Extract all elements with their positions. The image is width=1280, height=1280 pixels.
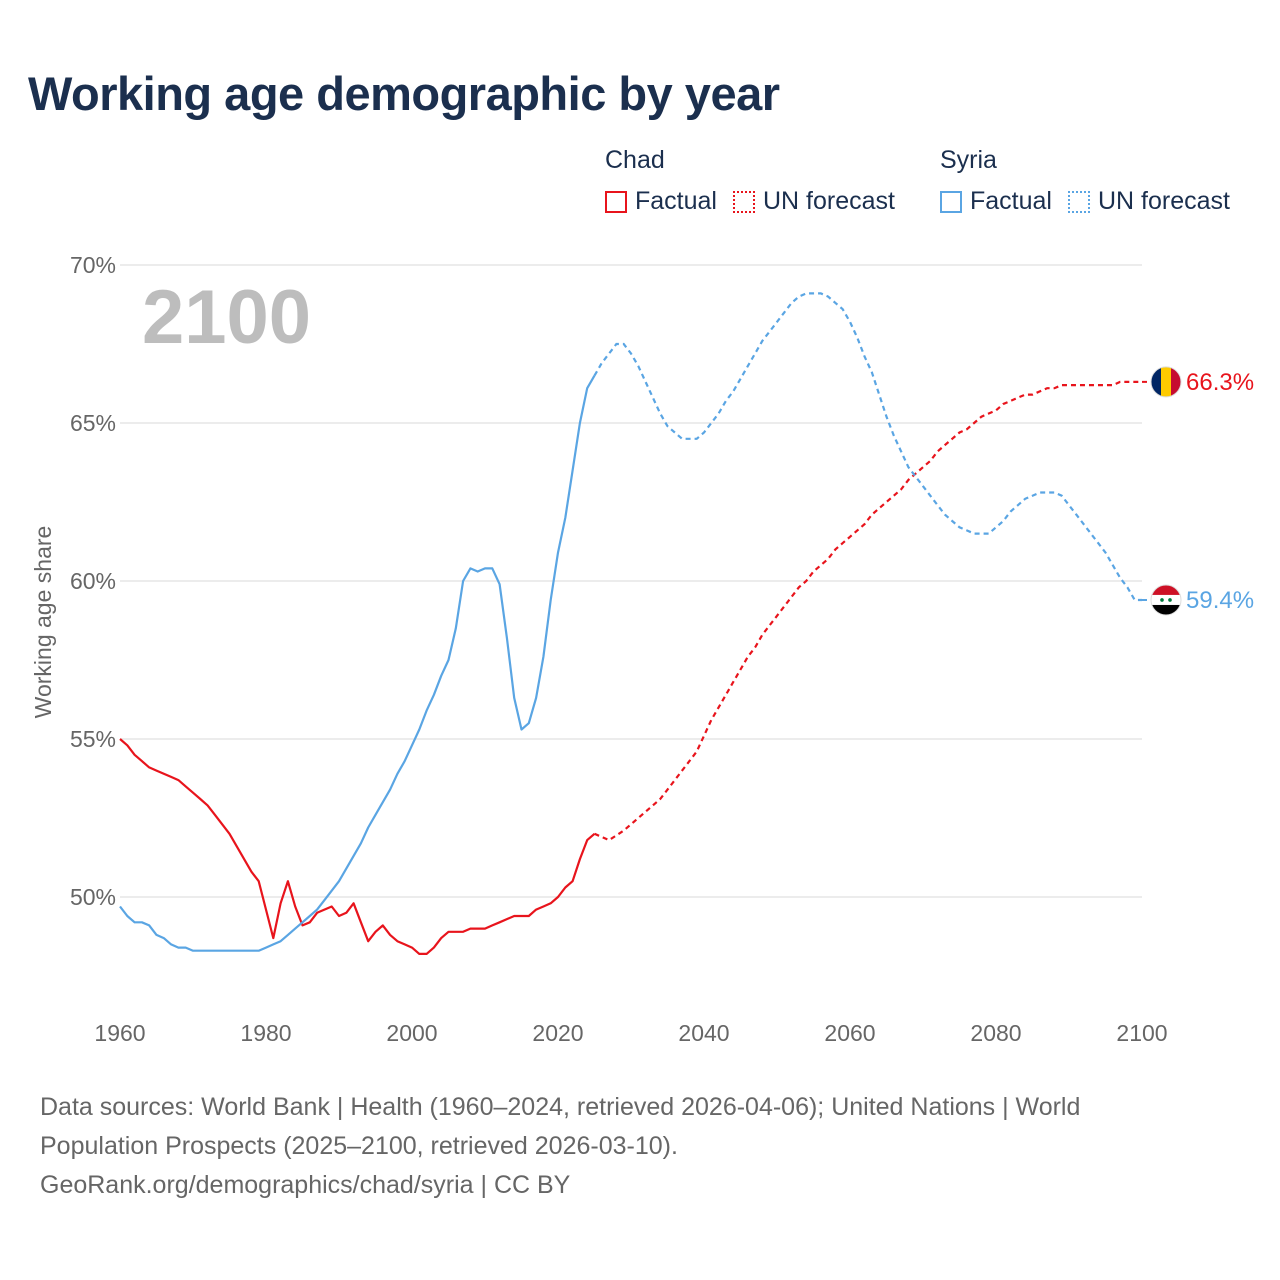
x-tick-label: 2000	[386, 1020, 437, 1046]
y-axis-ticks: 50% 55% 60% 65% 70%	[70, 252, 116, 910]
data-sources: Data sources: World Bank | Health (1960–…	[40, 1093, 1081, 1160]
y-axis-title: Working age share	[30, 526, 56, 719]
syria-forecast-line	[593, 292, 1142, 602]
footer: Data sources: World Bank | Health (1960–…	[40, 1088, 1190, 1205]
y-tick-label: 65%	[70, 410, 116, 436]
legend-syria-factual[interactable]: Factual	[940, 187, 1052, 216]
x-tick-label: 2060	[824, 1020, 875, 1046]
x-tick-label: 1960	[94, 1020, 145, 1046]
y-tick-label: 50%	[70, 884, 116, 910]
legend-chad-factual-label: Factual	[635, 187, 717, 215]
x-tick-label: 2020	[532, 1020, 583, 1046]
y-tick-label: 60%	[70, 568, 116, 594]
current-year-label: 2100	[142, 275, 311, 360]
x-tick-label: 2080	[970, 1020, 1021, 1046]
legend-chad-factual-swatch	[605, 190, 627, 213]
legend-chad-factual[interactable]: Factual	[605, 187, 717, 216]
legend-syria-factual-label: Factual	[970, 187, 1052, 215]
legend-syria: Syria Factual UN forecast	[940, 146, 1246, 216]
legend-chad-forecast-label: UN forecast	[762, 187, 895, 215]
legend-syria-factual-swatch	[940, 190, 962, 213]
legend-syria-forecast[interactable]: UN forecast	[1067, 187, 1230, 216]
line-chart: 50% 55% 60% 65% 70% 1960 1980 2000 2020 2040 2060…	[30, 252, 1254, 1046]
legend-syria-forecast-label: UN forecast	[1097, 187, 1230, 215]
chart-title: Working age demographic by year	[28, 67, 780, 120]
attribution: GeoRank.org/demographics/chad/syria | CC…	[40, 1171, 571, 1199]
legend-chad-label: Chad	[605, 146, 665, 174]
chad-forecast-line	[594, 380, 1142, 842]
syria-factual-line	[119, 375, 596, 952]
x-tick-label: 2100	[1116, 1020, 1167, 1046]
x-tick-label: 1980	[240, 1020, 291, 1046]
series-lines	[119, 292, 1142, 955]
chad-end-value-label: 66.3%	[1186, 369, 1254, 396]
syria-flag-icon	[1150, 584, 1182, 616]
legend-syria-forecast-swatch	[1067, 190, 1090, 213]
chad-flag-icon	[1150, 366, 1182, 398]
chad-factual-line	[119, 738, 596, 955]
y-tick-label: 70%	[70, 252, 116, 278]
legend-chad: Chad Factual UN forecast	[605, 146, 911, 216]
x-axis-ticks: 1960 1980 2000 2020 2040 2060 2080 2100	[94, 1020, 1167, 1046]
legend-chad-forecast[interactable]: UN forecast	[732, 187, 895, 216]
gridlines	[120, 264, 1142, 898]
y-tick-label: 55%	[70, 726, 116, 752]
x-tick-label: 2040	[678, 1020, 729, 1046]
syria-end-value-label: 59.4%	[1186, 587, 1254, 614]
legend-chad-forecast-swatch	[732, 190, 755, 213]
end-markers: 66.3% 59.4%	[1142, 366, 1254, 616]
legend-syria-label: Syria	[940, 146, 997, 174]
